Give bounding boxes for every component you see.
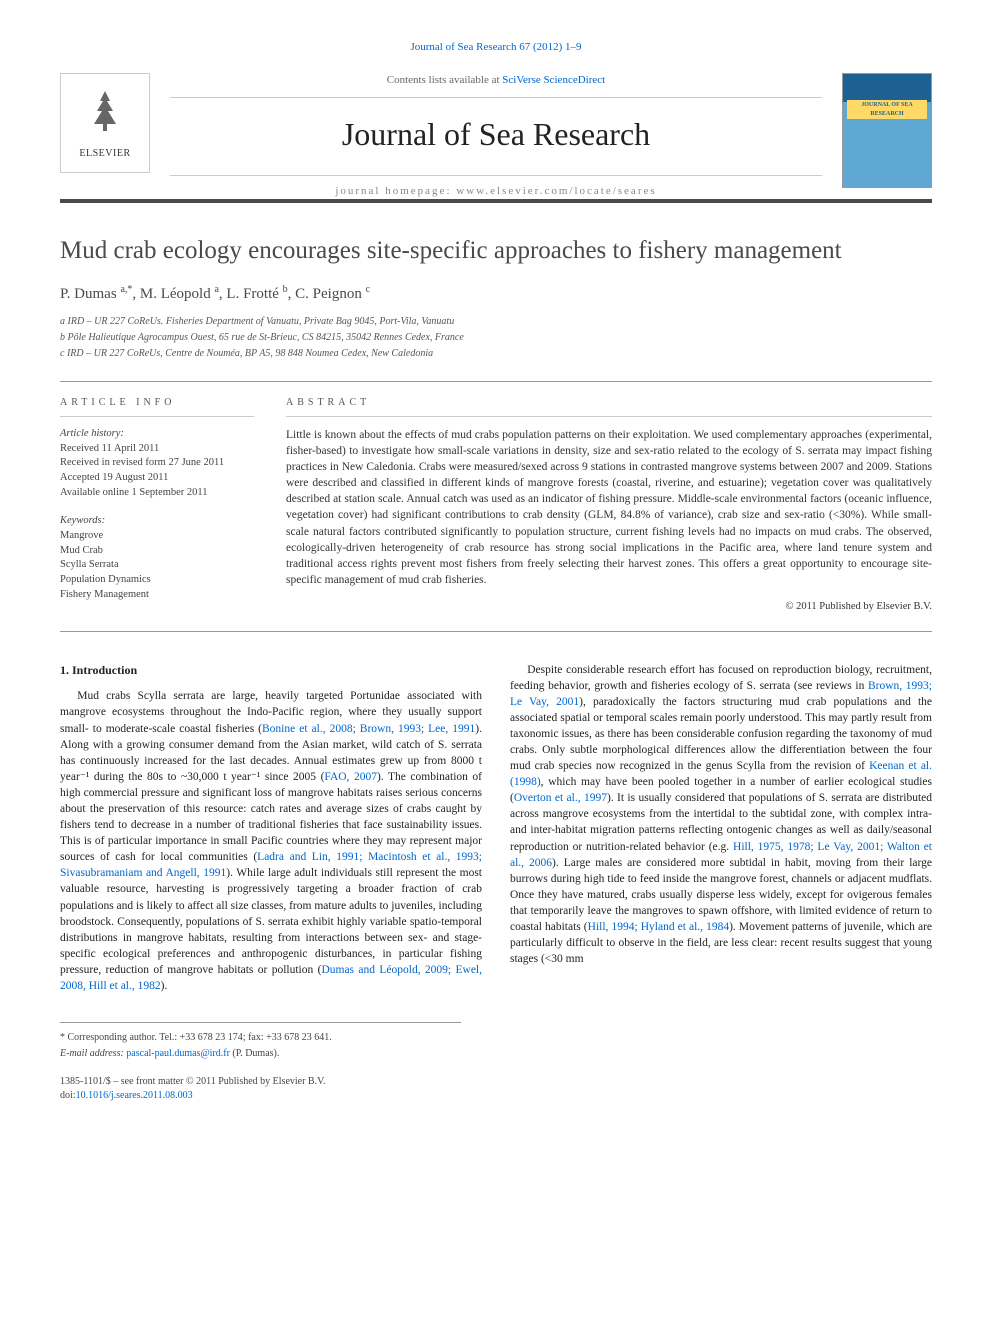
article-title: Mud crab ecology encourages site-specifi…	[60, 233, 932, 268]
keyword: Mud Crab	[60, 544, 254, 559]
article-history-label: Article history:	[60, 427, 254, 442]
masthead: ELSEVIER Contents lists available at Sci…	[60, 73, 932, 203]
article-body: 1. Introduction Mud crabs Scylla serrata…	[60, 662, 932, 995]
abstract-copyright: © 2011 Published by Elsevier B.V.	[286, 600, 932, 615]
citation-link[interactable]: Dumas and Léopold, 2009; Ewel, 2008, Hil…	[60, 964, 482, 992]
homepage-prefix: journal homepage:	[335, 185, 456, 197]
publisher-logo: ELSEVIER	[60, 73, 150, 173]
homepage-url: www.elsevier.com/locate/seares	[456, 185, 656, 197]
article-info-column: ARTICLE INFO Article history: Received 1…	[60, 382, 270, 631]
history-line: Accepted 19 August 2011	[60, 471, 254, 486]
article-info-heading: ARTICLE INFO	[60, 396, 254, 417]
abstract-text: Little is known about the effects of mud…	[286, 427, 932, 588]
affiliation-line: c IRD – UR 227 CoReUs, Centre de Nouméa,…	[60, 347, 932, 361]
corresponding-line: * Corresponding author. Tel.: +33 678 23…	[60, 1031, 461, 1045]
sciencedirect-link[interactable]: SciVerse ScienceDirect	[502, 74, 605, 86]
elsevier-tree-icon	[80, 86, 130, 143]
email-label: E-mail address:	[60, 1048, 126, 1059]
section-heading: 1. Introduction	[60, 662, 482, 679]
citation-link[interactable]: Ladra and Lin, 1991; Macintosh et al., 1…	[60, 851, 482, 879]
citation-link[interactable]: Bonine et al., 2008; Brown, 1993; Lee, 1…	[262, 723, 475, 735]
journal-name: Journal of Sea Research	[170, 112, 822, 157]
citation-link[interactable]: Hill, 1975, 1978; Le Vay, 2001; Walton e…	[510, 841, 932, 869]
email-suffix: (P. Dumas).	[230, 1048, 279, 1059]
history-line: Received 11 April 2011	[60, 442, 254, 457]
abstract-heading: ABSTRACT	[286, 396, 932, 417]
corresponding-author-footer: * Corresponding author. Tel.: +33 678 23…	[60, 1022, 461, 1103]
citation-link[interactable]: Keenan et al. (1998)	[510, 760, 932, 788]
keywords-block: Keywords: MangroveMud CrabScylla Serrata…	[60, 514, 254, 602]
keyword: Scylla Serrata	[60, 558, 254, 573]
journal-cover-thumbnail: JOURNAL OF SEA RESEARCH	[842, 73, 932, 188]
history-line: Available online 1 September 2011	[60, 486, 254, 501]
citation-link[interactable]: Hill, 1994; Hyland et al., 1984	[588, 921, 729, 933]
history-line: Received in revised form 27 June 2011	[60, 456, 254, 471]
journal-citation-link[interactable]: Journal of Sea Research 67 (2012) 1–9	[410, 41, 581, 53]
journal-citation: Journal of Sea Research 67 (2012) 1–9	[60, 40, 932, 55]
corr-fax: +33 678 23 641.	[266, 1032, 332, 1043]
citation-link[interactable]: Brown, 1993; Le Vay, 2001	[510, 680, 932, 708]
issn-doi-block: 1385-1101/$ – see front matter © 2011 Pu…	[60, 1075, 461, 1103]
journal-homepage-line: journal homepage: www.elsevier.com/locat…	[170, 175, 822, 199]
keyword: Fishery Management	[60, 588, 254, 603]
keyword: Population Dynamics	[60, 573, 254, 588]
meta-abstract-row: ARTICLE INFO Article history: Received 1…	[60, 381, 932, 632]
corresponding-email-link[interactable]: pascal-paul.dumas@ird.fr	[126, 1048, 230, 1059]
fax-prefix: ; fax:	[243, 1032, 266, 1043]
section-title: Introduction	[72, 663, 137, 677]
keywords-label: Keywords:	[60, 514, 254, 529]
contents-available-line: Contents lists available at SciVerse Sci…	[170, 73, 822, 97]
article-history-block: Article history: Received 11 April 2011R…	[60, 427, 254, 500]
affiliations: a IRD – UR 227 CoReUs. Fisheries Departm…	[60, 315, 932, 361]
citation-link[interactable]: FAO, 2007	[324, 771, 377, 783]
section-number: 1.	[60, 663, 69, 677]
doi-prefix: doi:	[60, 1090, 76, 1101]
publisher-name: ELSEVIER	[79, 147, 130, 161]
masthead-center: Contents lists available at SciVerse Sci…	[150, 73, 842, 199]
corr-prefix: * Corresponding author. Tel.:	[60, 1032, 180, 1043]
affiliation-line: a IRD – UR 227 CoReUs. Fisheries Departm…	[60, 315, 932, 329]
author-list: P. Dumas a,*, M. Léopold a, L. Frotté b,…	[60, 283, 932, 305]
affiliation-line: b Pôle Halieutique Agrocampus Ouest, 65 …	[60, 331, 932, 345]
citation-link[interactable]: Overton et al., 1997	[514, 792, 607, 804]
corr-tel: +33 678 23 174	[180, 1032, 243, 1043]
issn-line: 1385-1101/$ – see front matter © 2011 Pu…	[60, 1075, 461, 1089]
keyword: Mangrove	[60, 529, 254, 544]
body-paragraph: Despite considerable research effort has…	[510, 662, 932, 968]
doi-link[interactable]: 10.1016/j.seares.2011.08.003	[76, 1090, 193, 1101]
corresponding-email-line: E-mail address: pascal-paul.dumas@ird.fr…	[60, 1047, 461, 1061]
journal-cover-label: JOURNAL OF SEA RESEARCH	[847, 100, 927, 119]
doi-line: doi:10.1016/j.seares.2011.08.003	[60, 1089, 461, 1103]
abstract-column: ABSTRACT Little is known about the effec…	[270, 382, 932, 631]
body-paragraph: Mud crabs Scylla serrata are large, heav…	[60, 688, 482, 994]
contents-prefix: Contents lists available at	[387, 74, 502, 86]
